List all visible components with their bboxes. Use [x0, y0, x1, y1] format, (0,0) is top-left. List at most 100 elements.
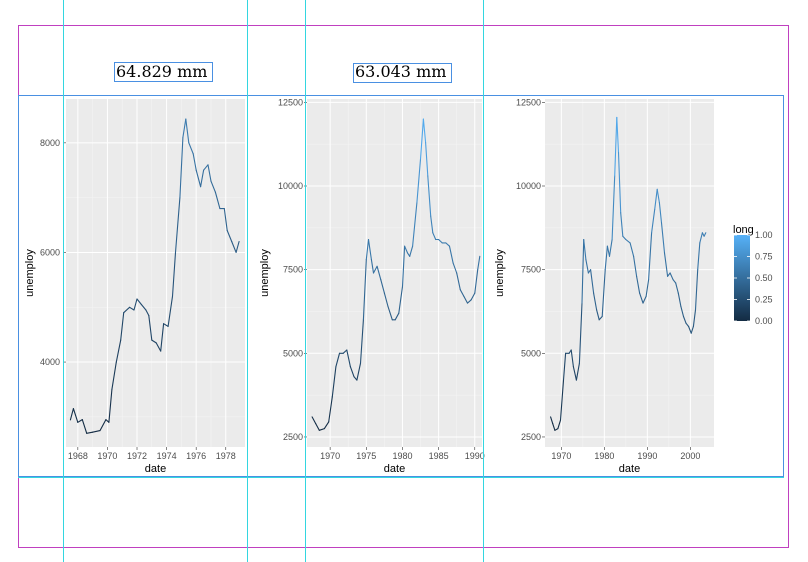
x-tick-label: 1978 — [216, 451, 236, 461]
legend-tick-label: 0.75 — [755, 252, 773, 262]
line-segment — [72, 408, 79, 423]
y-tick-label: 2500 — [521, 432, 541, 442]
series-line — [69, 118, 240, 434]
line-segment — [160, 323, 165, 352]
y-tick-label: 4000 — [40, 357, 60, 367]
y-axis-title: unemploy — [494, 249, 506, 297]
line-segment — [182, 118, 187, 138]
y-tick-label: 10000 — [278, 181, 303, 191]
plot-panel: 1970 1975 1980 1985 1990 2500 5000 7500 10000 125… — [259, 97, 485, 475]
line-segment — [398, 285, 404, 314]
line-segment — [656, 188, 660, 204]
line-segment — [606, 245, 611, 257]
line-segment — [359, 319, 364, 364]
line-segment — [203, 164, 209, 171]
line-segment — [226, 229, 233, 243]
line-segment — [438, 238, 443, 244]
line-segment — [608, 238, 613, 257]
line-segment — [639, 292, 644, 304]
line-segment — [92, 430, 101, 433]
x-tick-label: 1970 — [551, 451, 571, 461]
line-segment — [552, 423, 556, 431]
line-segment — [185, 118, 190, 144]
line-segment — [633, 255, 638, 277]
legend-tick-label: 0.50 — [755, 273, 773, 283]
line-segment — [660, 222, 666, 254]
line-segment — [427, 175, 432, 217]
line-segment — [636, 275, 641, 294]
line-segment — [394, 312, 400, 321]
line-segment — [129, 306, 135, 311]
line-segment — [604, 245, 608, 271]
line-segment — [692, 309, 697, 328]
line-segment — [145, 309, 150, 317]
line-segment — [611, 175, 616, 241]
line-segment — [477, 255, 481, 271]
line-segment — [86, 431, 94, 434]
y-axis-title: unemploy — [24, 249, 36, 297]
line-segment — [387, 305, 393, 321]
x-tick-label: 1980 — [594, 451, 614, 461]
line-segment — [214, 191, 221, 210]
line-segment — [231, 240, 237, 253]
line-segment — [167, 295, 174, 327]
y-tick-label: 6000 — [40, 247, 60, 257]
line-segment — [466, 299, 472, 304]
line-segment — [682, 315, 687, 324]
line-segment — [581, 238, 585, 304]
series-line — [311, 118, 481, 431]
line-segment — [474, 269, 479, 294]
line-segment — [318, 428, 325, 431]
series-line — [550, 116, 707, 431]
line-segment — [583, 238, 587, 261]
line-segment — [207, 164, 212, 182]
y-axis-title: unemploy — [259, 249, 271, 297]
line-segment — [677, 292, 682, 308]
line-segment — [645, 279, 650, 297]
line-segment — [192, 153, 197, 171]
line-segment — [585, 259, 589, 274]
x-tick-label: 1974 — [157, 451, 177, 461]
x-axis-title: date — [619, 463, 640, 475]
line-segment — [115, 339, 122, 363]
line-segment — [367, 238, 372, 261]
line-segment — [459, 289, 465, 297]
line-segment — [651, 208, 656, 234]
line-segment — [120, 312, 125, 341]
line-segment — [108, 388, 113, 423]
line-segment — [200, 169, 205, 188]
line-segment — [658, 202, 663, 224]
line-segment — [349, 366, 355, 378]
x-tick-label: 2000 — [680, 451, 700, 461]
line-segment — [432, 232, 437, 241]
plot-background — [545, 99, 714, 447]
line-segment — [614, 116, 618, 177]
line-segment — [370, 259, 375, 274]
y-tick-label: 7500 — [521, 265, 541, 275]
x-tick-label: 1980 — [392, 451, 412, 461]
line-segment — [663, 252, 669, 277]
line-segment — [667, 272, 671, 277]
line-segment — [323, 421, 330, 430]
plot-panel: 1968 1970 1972 1974 1976 1978 4000 6000 8000 date… — [24, 99, 245, 475]
line-segment — [148, 314, 153, 341]
line-segment — [151, 339, 157, 344]
x-tick-label: 1975 — [356, 451, 376, 461]
line-segment — [675, 282, 679, 294]
width-annotation-box — [353, 63, 452, 83]
line-segment — [136, 298, 142, 306]
width-annotation-1: 64.829 mm — [116, 62, 207, 81]
line-segment — [622, 235, 627, 241]
line-segment — [554, 428, 559, 431]
line-segment — [694, 269, 699, 311]
line-segment — [648, 232, 653, 281]
line-segment — [328, 396, 333, 423]
line-segment — [654, 188, 658, 210]
line-segment — [412, 202, 418, 247]
line-segment — [409, 245, 414, 257]
line-segment — [688, 325, 692, 334]
legend-title: long — [733, 224, 754, 236]
line-segment — [376, 265, 382, 281]
line-segment — [616, 116, 620, 154]
